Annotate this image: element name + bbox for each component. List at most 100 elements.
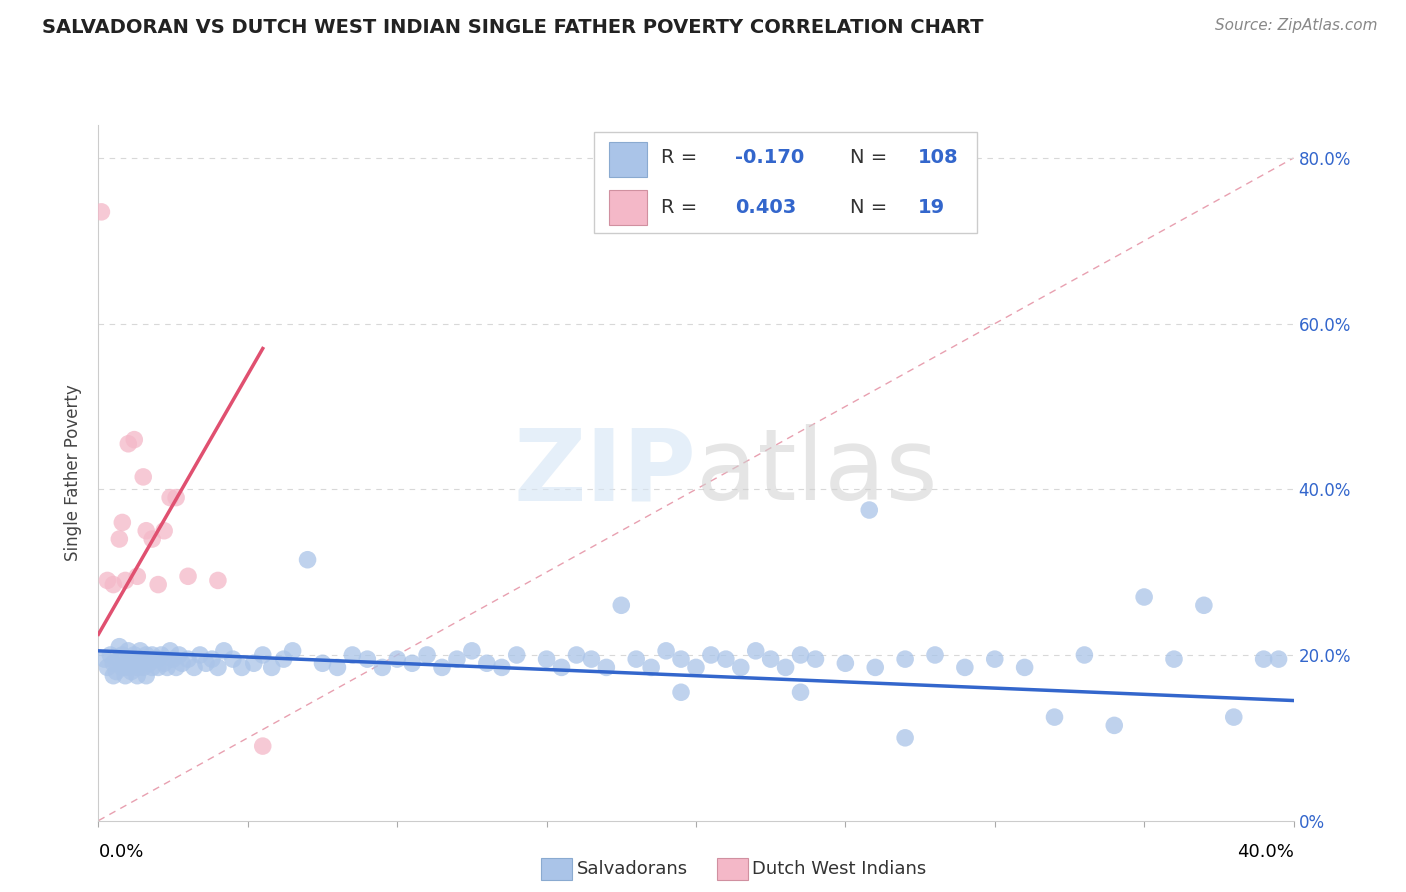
Point	[138, 657, 160, 671]
Point	[117, 436, 139, 450]
Point	[356, 652, 378, 666]
Text: 108: 108	[918, 148, 959, 167]
Point	[273, 652, 295, 666]
Text: 19: 19	[918, 198, 945, 217]
Point	[506, 648, 529, 662]
Text: 0.403: 0.403	[735, 198, 797, 217]
Point	[141, 660, 163, 674]
Point	[326, 660, 349, 674]
Point	[153, 657, 176, 671]
Point	[117, 660, 139, 674]
Point	[491, 660, 513, 674]
Text: N =: N =	[851, 198, 894, 217]
Point	[222, 652, 245, 666]
Point	[1253, 652, 1275, 666]
Point	[550, 660, 572, 674]
Text: Source: ZipAtlas.com: Source: ZipAtlas.com	[1215, 18, 1378, 33]
Point	[1014, 660, 1036, 674]
Point	[243, 657, 266, 671]
Point	[167, 648, 190, 662]
Text: 40.0%: 40.0%	[1237, 843, 1294, 861]
Point	[96, 574, 118, 588]
Point	[252, 648, 274, 662]
Text: ZIP: ZIP	[513, 425, 696, 521]
Point	[610, 599, 633, 613]
Point	[141, 532, 163, 546]
Point	[201, 652, 224, 666]
Point	[135, 524, 157, 538]
Point	[135, 669, 157, 683]
Point	[401, 657, 423, 671]
Point	[103, 657, 125, 671]
Point	[924, 648, 946, 662]
Point	[565, 648, 588, 662]
Point	[212, 644, 235, 658]
Point	[105, 665, 128, 679]
Point	[108, 640, 131, 654]
Point	[111, 660, 134, 674]
Point	[141, 648, 163, 662]
Point	[124, 648, 146, 662]
Point	[103, 577, 125, 591]
Point	[745, 644, 768, 658]
Text: SALVADORAN VS DUTCH WEST INDIAN SINGLE FATHER POVERTY CORRELATION CHART: SALVADORAN VS DUTCH WEST INDIAN SINGLE F…	[42, 18, 984, 37]
Point	[252, 739, 274, 753]
Y-axis label: Single Father Poverty: Single Father Poverty	[65, 384, 83, 561]
Point	[685, 660, 707, 674]
Point	[132, 660, 155, 674]
Text: Salvadorans: Salvadorans	[576, 860, 688, 878]
Point	[371, 660, 394, 674]
Point	[120, 652, 142, 666]
Point	[103, 669, 125, 683]
Point	[127, 669, 149, 683]
Point	[260, 660, 283, 674]
Point	[148, 652, 170, 666]
Point	[162, 652, 184, 666]
Point	[148, 660, 170, 674]
Point	[132, 652, 155, 666]
Point	[1104, 718, 1126, 732]
Point	[129, 644, 152, 658]
Point	[430, 660, 453, 674]
Text: 0.0%: 0.0%	[98, 843, 143, 861]
Point	[984, 652, 1007, 666]
Text: atlas: atlas	[696, 425, 938, 521]
Point	[143, 652, 166, 666]
Point	[894, 652, 917, 666]
Point	[159, 644, 181, 658]
Point	[114, 657, 136, 671]
Point	[804, 652, 827, 666]
Point	[159, 491, 181, 505]
Point	[789, 648, 811, 662]
Point	[148, 577, 170, 591]
Text: Dutch West Indians: Dutch West Indians	[752, 860, 927, 878]
Point	[714, 652, 737, 666]
Point	[1192, 599, 1215, 613]
Point	[1267, 652, 1289, 666]
Point	[834, 657, 856, 671]
Point	[172, 657, 194, 671]
Point	[342, 648, 364, 662]
Text: R =: R =	[661, 148, 704, 167]
Text: -0.170: -0.170	[735, 148, 804, 167]
Point	[1163, 652, 1185, 666]
Point	[90, 205, 112, 219]
Point	[858, 503, 880, 517]
Point	[114, 574, 136, 588]
Point	[195, 657, 218, 671]
Point	[385, 652, 409, 666]
Point	[111, 516, 134, 530]
Point	[114, 669, 136, 683]
Point	[1073, 648, 1095, 662]
Point	[700, 648, 723, 662]
Bar	[609, 143, 647, 178]
Point	[1133, 590, 1156, 604]
Point	[120, 665, 142, 679]
Point	[595, 660, 617, 674]
Point	[108, 652, 131, 666]
Point	[111, 648, 134, 662]
Point	[311, 657, 333, 671]
Point	[865, 660, 887, 674]
Point	[1223, 710, 1246, 724]
Point	[93, 652, 115, 666]
